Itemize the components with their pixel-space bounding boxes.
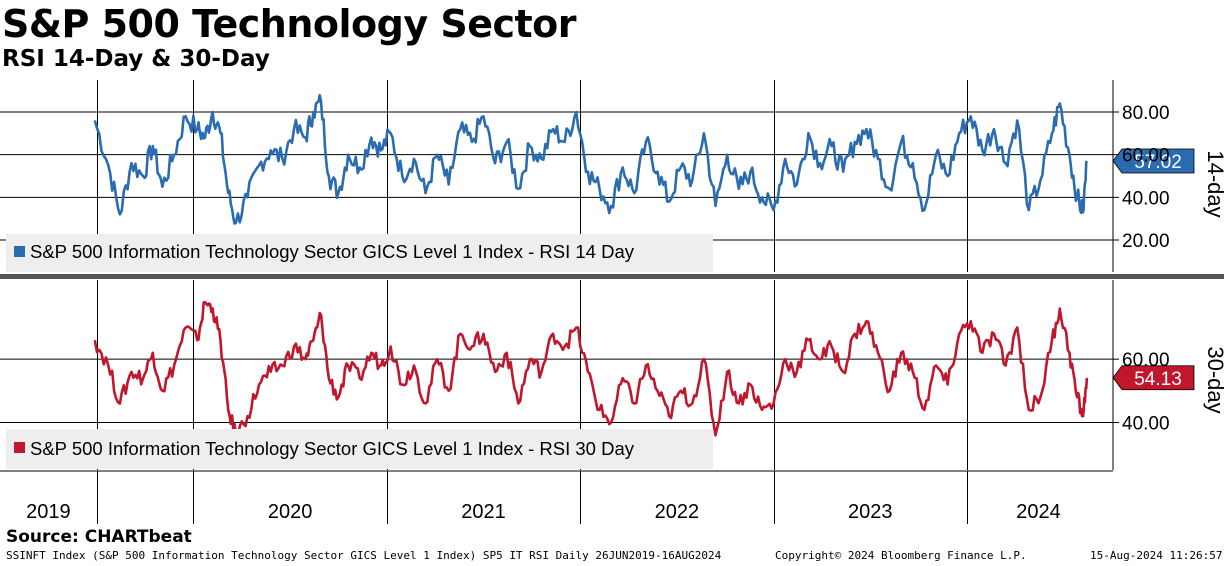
rsi30-legend-box [6,429,713,469]
xtick-label-2024: 2024 [1016,501,1061,523]
rsi30-series-line [93,300,1089,441]
xtick-label-2020: 2020 [268,501,313,523]
chart-subtitle: RSI 14-Day & 30-Day [2,46,270,72]
xtick-label-2019: 2019 [26,501,71,523]
ytick-rsi14-2: 40.00 [1122,188,1170,209]
rsi14-axis-label: 14-day [1203,150,1224,217]
xtick-label-2021: 2021 [461,501,506,523]
rsi14-last-value-tag [1112,148,1195,174]
ytick-rsi30-0: 60.00 [1122,350,1170,371]
ytick-rsi30-1: 40.00 [1122,414,1170,435]
footer-description: SSINFT Index (S&P 500 Information Techno… [6,549,722,562]
rsi30-legend-swatch [14,442,25,453]
ytick-rsi14-0: 80.00 [1122,103,1170,124]
xtick-label-2022: 2022 [655,501,700,523]
rsi14-legend-box [6,234,713,272]
panel-separator [0,274,1224,279]
rsi30-legend-text: S&P 500 Information Technology Sector GI… [30,438,635,459]
ytick-rsi14-3: 20.00 [1122,231,1170,252]
xtick-label-2023: 2023 [848,501,893,523]
footer-copyright: Copyright© 2024 Bloomberg Finance L.P. [775,549,1027,562]
rsi14-legend-swatch [14,246,25,257]
rsi14-legend-text: S&P 500 Information Technology Sector GI… [30,241,635,262]
chart-title: S&P 500 Technology Sector [2,2,577,46]
rsi14-series-line [93,93,1089,225]
rsi30-last-value: 54.13 [1134,369,1182,390]
rsi30-axis-label: 30-day [1203,346,1224,413]
rsi14-last-value: 57.02 [1134,152,1182,173]
source-note: Source: CHARTbeat [6,527,192,547]
rsi30-last-value-tag [1112,365,1195,391]
footer-timestamp: 15-Aug-2024 11:26:57 [1090,549,1223,562]
ytick-rsi14-1: 60.00 [1122,146,1170,167]
